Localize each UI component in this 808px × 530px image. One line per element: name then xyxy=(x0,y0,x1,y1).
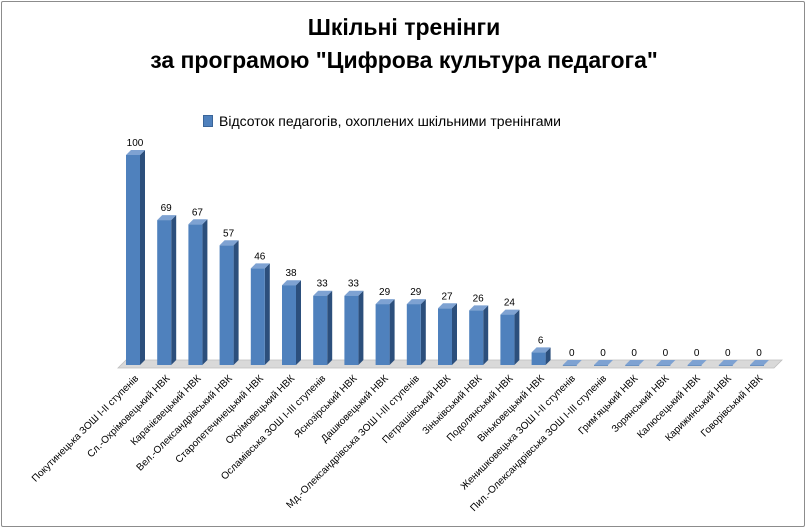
category-label: Женишковецька ЗОШ І-ІІ ступенів xyxy=(459,373,578,492)
bar-top xyxy=(687,360,707,365)
bar-top xyxy=(656,360,676,365)
bar xyxy=(438,308,452,365)
bar-top xyxy=(438,303,457,309)
data-label: 100 xyxy=(127,138,144,149)
bar xyxy=(375,304,390,365)
bar xyxy=(313,295,328,365)
bar xyxy=(219,245,234,365)
bar-top xyxy=(406,299,426,305)
chart-legend: Відсоток педагогів, охоплених шкільними … xyxy=(203,113,561,129)
data-label: 46 xyxy=(254,251,266,262)
bar-top xyxy=(531,347,551,353)
bar xyxy=(656,365,671,366)
bar-side xyxy=(358,290,364,365)
data-label: 57 xyxy=(223,228,235,239)
data-label: 67 xyxy=(192,207,204,218)
bar xyxy=(750,365,764,366)
bar-side xyxy=(452,303,457,365)
bar xyxy=(500,314,515,365)
bar-top xyxy=(750,360,769,365)
data-label: 0 xyxy=(694,348,700,359)
bar-top xyxy=(562,360,582,365)
bar-top xyxy=(625,360,645,365)
bar-top xyxy=(126,150,145,155)
bar-side xyxy=(420,299,426,365)
data-label: 6 xyxy=(538,335,544,346)
bar-side xyxy=(514,309,520,365)
bar-side xyxy=(483,305,489,365)
bar xyxy=(625,365,640,366)
bar xyxy=(594,365,608,366)
bar-top xyxy=(500,309,520,315)
bar-top xyxy=(219,240,239,246)
bar-top xyxy=(157,215,177,221)
data-label: 38 xyxy=(285,268,297,279)
data-label: 0 xyxy=(631,348,637,359)
bar-top xyxy=(250,263,270,269)
bar xyxy=(344,295,359,365)
bar-top xyxy=(594,360,613,365)
chart-title-line2: за програмою "Цифрова культура педагога" xyxy=(150,47,658,73)
data-label: 0 xyxy=(569,348,575,359)
bar-top xyxy=(375,299,395,305)
bar xyxy=(687,365,702,366)
bar-top xyxy=(718,360,738,365)
data-label: 33 xyxy=(348,279,360,290)
bar-side xyxy=(202,219,208,365)
legend-swatch xyxy=(203,115,213,127)
bar xyxy=(188,224,203,365)
bar-side xyxy=(389,299,395,365)
bar xyxy=(469,310,484,365)
bar-top xyxy=(188,219,208,225)
data-label: 0 xyxy=(663,348,669,359)
bar xyxy=(531,352,546,365)
data-label: 27 xyxy=(441,291,453,302)
bar xyxy=(250,268,265,365)
bar xyxy=(282,285,296,365)
chart-title-line1: Шкільні тренінги xyxy=(307,14,501,40)
category-label: Зорянський НВК xyxy=(610,373,672,435)
bar-top xyxy=(344,290,364,296)
data-label: 33 xyxy=(317,279,329,290)
legend-label: Відсоток педагогів, охоплених шкільними … xyxy=(219,113,561,129)
bar-side xyxy=(140,150,145,365)
bar xyxy=(157,220,172,365)
data-label: 0 xyxy=(756,348,762,359)
bar xyxy=(406,304,421,365)
bar-side xyxy=(327,290,333,365)
bar-side xyxy=(264,263,270,365)
data-label: 29 xyxy=(410,287,422,298)
data-label: 26 xyxy=(473,293,485,304)
data-label: 24 xyxy=(504,298,516,309)
bar-top xyxy=(282,280,301,286)
category-label: Говорівський НВК xyxy=(699,373,765,439)
bar-side xyxy=(171,215,177,365)
bar xyxy=(562,365,577,366)
bar-top xyxy=(469,305,489,311)
bar xyxy=(718,365,733,366)
bar-side xyxy=(296,280,301,365)
data-label: 29 xyxy=(379,287,391,298)
data-label: 69 xyxy=(161,203,173,214)
bar-top xyxy=(313,290,333,296)
bar-side xyxy=(545,347,551,365)
data-label: 0 xyxy=(600,348,606,359)
data-label: 0 xyxy=(725,348,731,359)
bar xyxy=(126,155,140,365)
bar-side xyxy=(233,240,239,365)
